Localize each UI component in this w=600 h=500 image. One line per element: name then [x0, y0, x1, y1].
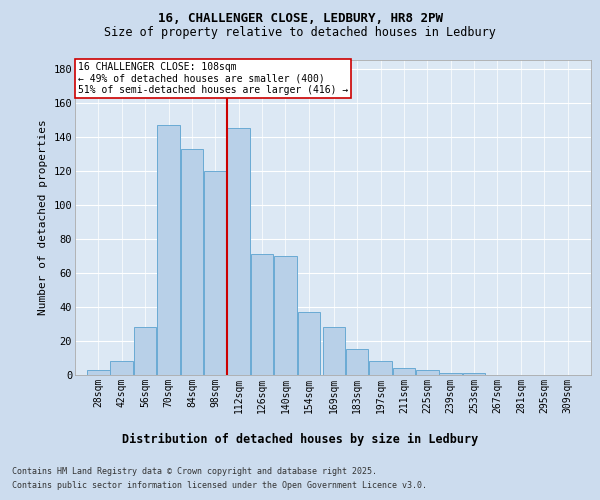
Bar — [110, 362, 133, 375]
Bar — [274, 256, 296, 375]
Bar — [392, 368, 415, 375]
Bar — [181, 148, 203, 375]
Bar — [323, 328, 345, 375]
Bar — [251, 254, 274, 375]
Bar — [370, 362, 392, 375]
Text: 16, CHALLENGER CLOSE, LEDBURY, HR8 2PW: 16, CHALLENGER CLOSE, LEDBURY, HR8 2PW — [157, 12, 443, 26]
Bar — [463, 374, 485, 375]
Text: Size of property relative to detached houses in Ledbury: Size of property relative to detached ho… — [104, 26, 496, 39]
Y-axis label: Number of detached properties: Number of detached properties — [38, 120, 48, 316]
Bar — [298, 312, 320, 375]
Bar — [204, 170, 227, 375]
Bar — [134, 328, 157, 375]
Bar — [157, 124, 180, 375]
Text: Contains HM Land Registry data © Crown copyright and database right 2025.: Contains HM Land Registry data © Crown c… — [12, 468, 377, 476]
Text: Distribution of detached houses by size in Ledbury: Distribution of detached houses by size … — [122, 432, 478, 446]
Bar — [346, 350, 368, 375]
Bar — [416, 370, 439, 375]
Bar — [439, 374, 462, 375]
Bar — [227, 128, 250, 375]
Text: 16 CHALLENGER CLOSE: 108sqm
← 49% of detached houses are smaller (400)
51% of se: 16 CHALLENGER CLOSE: 108sqm ← 49% of det… — [77, 62, 348, 95]
Bar — [87, 370, 110, 375]
Text: Contains public sector information licensed under the Open Government Licence v3: Contains public sector information licen… — [12, 481, 427, 490]
